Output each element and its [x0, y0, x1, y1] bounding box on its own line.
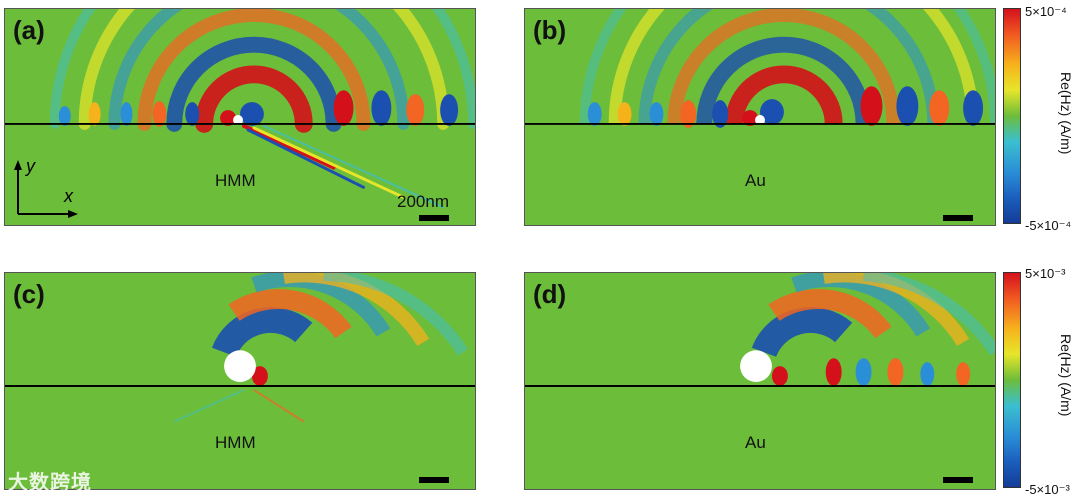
colorbar-bottom-min: -5×10⁻³: [1025, 482, 1070, 497]
panel-label-a: (a): [13, 15, 45, 45]
axis-x-label: x: [63, 186, 74, 206]
scale-bar-a: [419, 215, 449, 221]
particle-b: [755, 115, 765, 125]
field-map-c: [5, 273, 475, 423]
panel-d: (d) Au: [524, 272, 996, 490]
field-map-d: [525, 273, 995, 387]
colorbar-top-label: Re(Hz) (A/m): [1058, 72, 1074, 155]
colorbar-bottom-label: Re(Hz) (A/m): [1058, 334, 1074, 417]
panel-label-b: (b): [533, 15, 567, 45]
colorbar-bottom-max: 5×10⁻³: [1025, 266, 1066, 281]
material-label-d: Au: [745, 433, 766, 452]
material-label-a: HMM: [215, 171, 256, 190]
scale-bar-b: [943, 215, 973, 221]
particle-d: [740, 350, 772, 382]
surface-peaks-a: [58, 90, 459, 127]
scale-bar-d: [943, 477, 973, 483]
panel-label-c: (c): [13, 279, 45, 309]
colorbar-bottom: [1003, 272, 1021, 488]
panel-label-d: (d): [533, 279, 567, 309]
scale-bar-c: [419, 477, 449, 483]
panel-b: (b) Au: [524, 8, 996, 226]
axes-icon: y x: [14, 158, 78, 218]
material-label-c: HMM: [215, 433, 256, 452]
panel-a: (a) HMM 200nm: [4, 8, 476, 226]
watermark: 大数跨境: [8, 472, 92, 494]
scale-text-a: 200nm: [397, 192, 449, 211]
field-map-b: [525, 9, 995, 128]
axis-y-label: y: [24, 158, 36, 176]
surface-peaks-b: [587, 86, 984, 128]
material-label-b: Au: [745, 171, 766, 190]
colorbar-top: [1003, 8, 1021, 224]
particle-a: [233, 115, 243, 125]
colorbar-top-max: 5×10⁻⁴: [1025, 4, 1067, 19]
hmm-beam-a: [241, 123, 445, 209]
particle-c: [224, 350, 256, 382]
field-map-a: [5, 9, 475, 209]
colorbar-top-min: -5×10⁻⁴: [1025, 218, 1072, 233]
panel-c: (c) HMM: [4, 272, 476, 490]
surface-peaks-d: [825, 358, 971, 386]
